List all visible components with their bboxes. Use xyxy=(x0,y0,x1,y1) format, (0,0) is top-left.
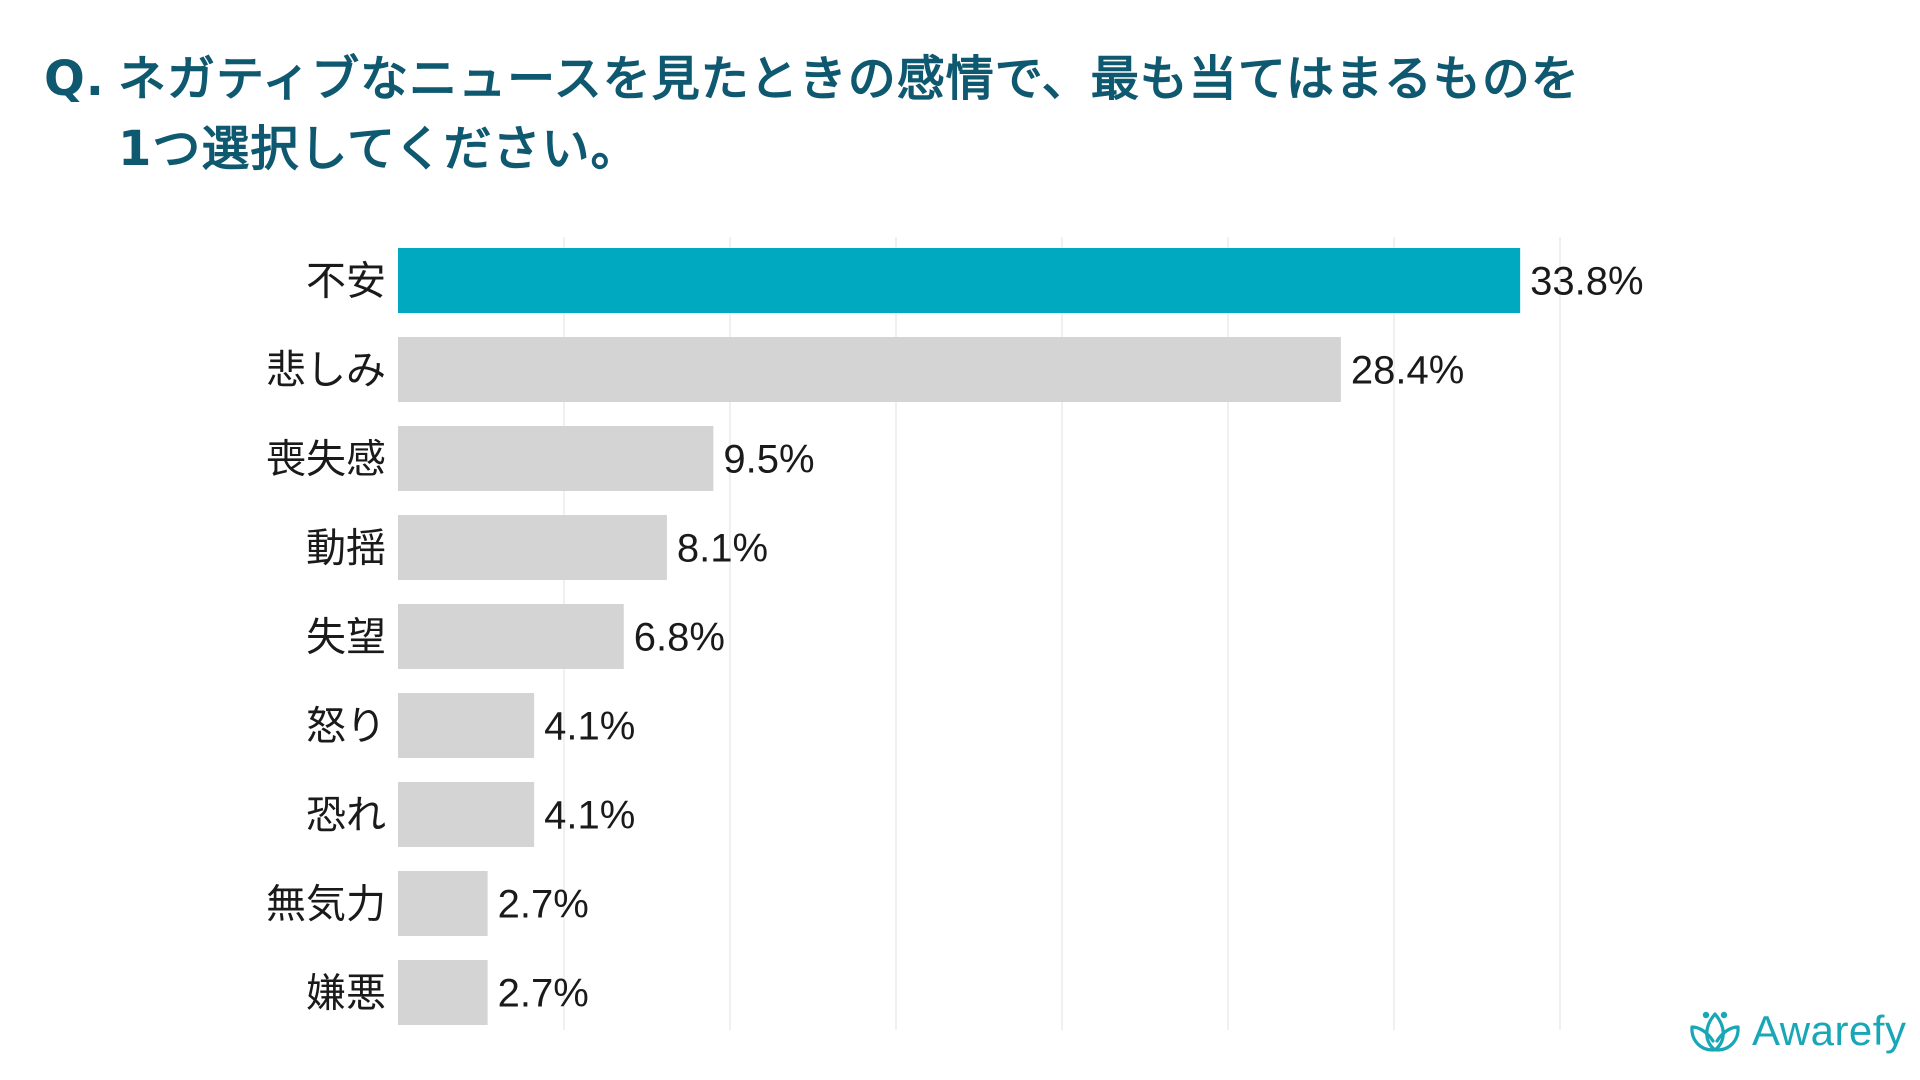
bar xyxy=(398,337,1341,402)
brand-name: Awarefy xyxy=(1752,1007,1907,1054)
question-title: Q. ネガティブなニュースを見たときの感情で、最も当てはまるものを 1つ選択してく… xyxy=(44,44,1744,184)
value-label: 33.8% xyxy=(1530,260,1643,304)
value-label: 2.7% xyxy=(498,972,589,1016)
category-label: 動揺 xyxy=(306,526,386,572)
category-label: 悲しみ xyxy=(266,348,386,394)
bar xyxy=(398,693,535,758)
value-label: 2.7% xyxy=(498,883,589,927)
brand-logo: Awarefy xyxy=(1686,1006,1906,1056)
bar xyxy=(398,960,488,1025)
category-label: 嫌悪 xyxy=(306,971,386,1017)
category-label: 恐れ xyxy=(306,793,386,839)
category-label: 不安 xyxy=(306,259,386,305)
value-label: 28.4% xyxy=(1351,349,1464,393)
question-line-1: Q. ネガティブなニュースを見たときの感情で、最も当てはまるものを xyxy=(44,44,1744,114)
bar xyxy=(398,871,488,936)
value-label: 4.1% xyxy=(544,794,635,838)
bar xyxy=(398,426,714,491)
category-label: 喪失感 xyxy=(266,437,386,483)
category-label: 怒り xyxy=(306,704,386,750)
question-text-line-2: 1つ選択してください。 xyxy=(118,121,640,177)
lotus-icon xyxy=(1690,1011,1740,1052)
value-label: 4.1% xyxy=(544,705,635,749)
bar xyxy=(398,782,535,847)
bar xyxy=(398,604,624,669)
question-prefix: Q. xyxy=(44,51,106,107)
category-label: 無気力 xyxy=(266,882,386,928)
value-label: 6.8% xyxy=(634,616,725,660)
category-label: 失望 xyxy=(306,615,386,661)
question-text-line-1: ネガティブなニュースを見たときの感情で、最も当てはまるものを xyxy=(118,51,1580,107)
bar xyxy=(398,515,667,580)
value-label: 9.5% xyxy=(723,438,814,482)
bar xyxy=(398,248,1521,313)
value-label: 8.1% xyxy=(677,527,768,571)
